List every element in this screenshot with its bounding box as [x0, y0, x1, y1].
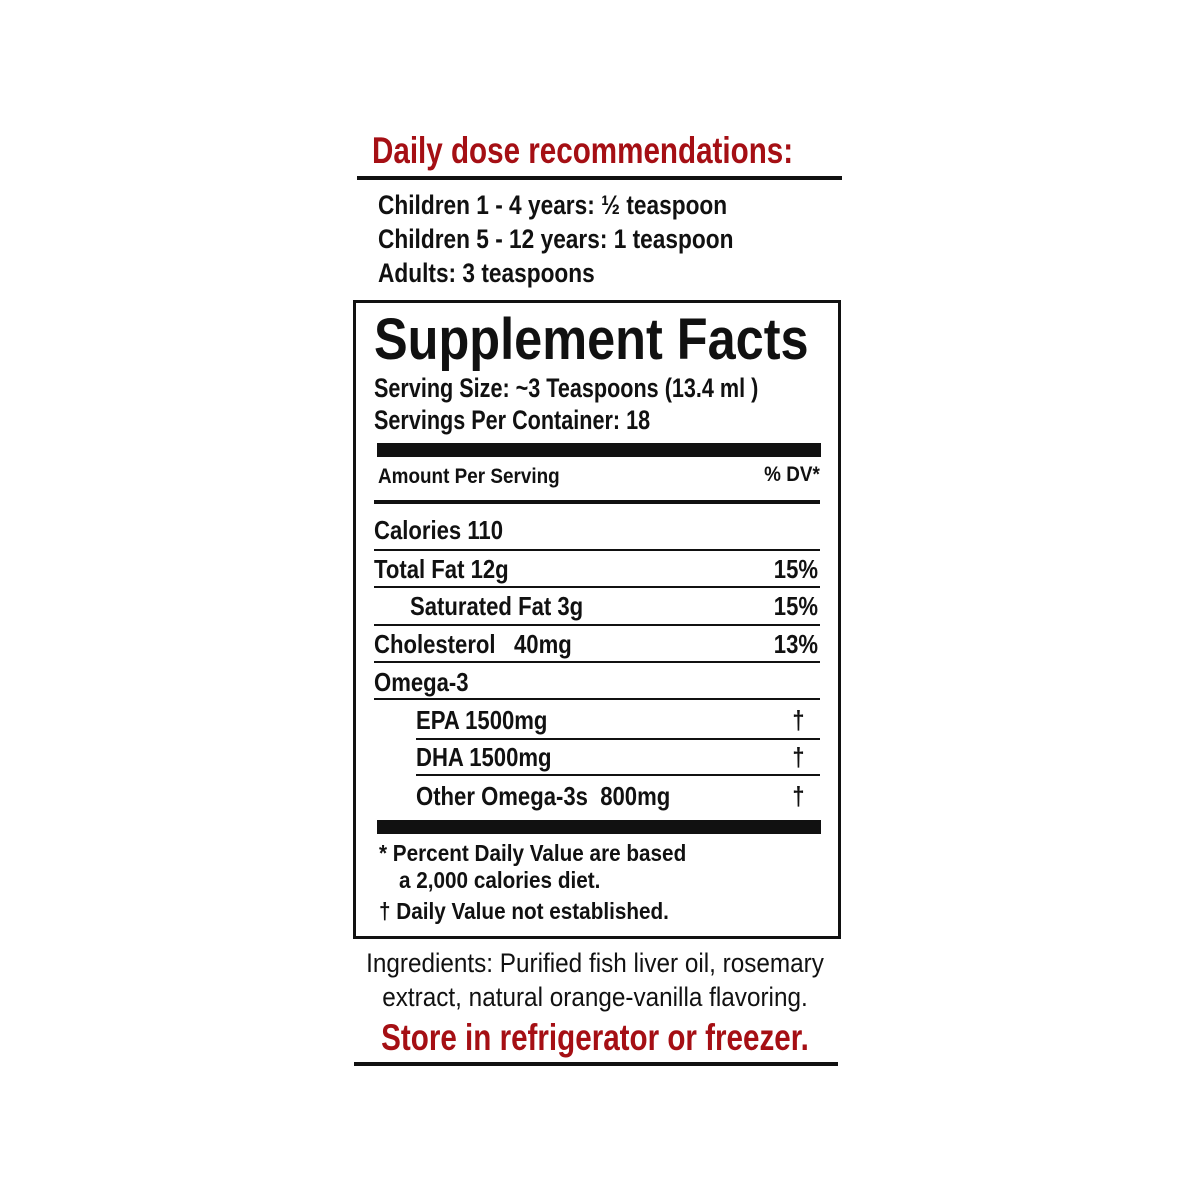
- serving-size: Serving Size: ~3 Teaspoons (13.4 ml ): [374, 373, 759, 403]
- nutrient-dv: †: [791, 742, 804, 772]
- divider: [374, 698, 820, 700]
- facts-title: Supplement Facts: [374, 307, 809, 372]
- ingredients-line: extract, natural orange-vanilla flavorin…: [382, 982, 808, 1012]
- servings-per-container: Servings Per Container: 18: [374, 405, 651, 435]
- nutrient-label: Total Fat 12g: [374, 554, 509, 584]
- nutrient-label: Cholesterol 40mg: [374, 629, 572, 659]
- nutrient-label: Other Omega-3s 800mg: [416, 781, 671, 811]
- dose-title-underline: [357, 176, 842, 180]
- divider: [374, 549, 820, 551]
- divider: [374, 500, 820, 504]
- dose-title: Daily dose recommendations:: [372, 130, 794, 171]
- storage-instruction: Store in refrigerator or freezer.: [381, 1017, 809, 1058]
- nutrient-label: DHA 1500mg: [416, 742, 552, 772]
- amount-header: Amount Per Serving: [378, 465, 560, 488]
- divider: [416, 738, 820, 740]
- nutrient-dv: 15%: [773, 554, 818, 584]
- divider: [374, 661, 820, 663]
- dose-line: Children 1 - 4 years: ½ teaspoon: [378, 190, 728, 220]
- footnote-dv-cont: a 2,000 calories diet.: [399, 867, 601, 893]
- divider: [416, 774, 820, 776]
- dv-header: % DV*: [764, 463, 820, 486]
- calories: Calories 110: [374, 515, 504, 545]
- thick-divider: [377, 820, 821, 834]
- footnote-dv: * Percent Daily Value are based: [379, 840, 687, 866]
- dose-line: Adults: 3 teaspoons: [378, 258, 595, 288]
- nutrient-dv: †: [791, 705, 804, 735]
- nutrient-dv: 15%: [773, 591, 818, 621]
- nutrient-dv: †: [791, 781, 804, 811]
- divider: [374, 586, 820, 588]
- storage-underline: [354, 1062, 838, 1066]
- ingredients-line: Ingredients: Purified fish liver oil, ro…: [366, 948, 824, 978]
- nutrient-dv: 13%: [773, 629, 818, 659]
- supplement-facts-panel: [353, 300, 841, 939]
- nutrient-label: Saturated Fat 3g: [410, 591, 584, 621]
- nutrient-label: Omega-3: [374, 667, 469, 697]
- footnote-dagger: † Daily Value not established.: [379, 898, 669, 924]
- thick-divider: [377, 443, 821, 457]
- dose-line: Children 5 - 12 years: 1 teaspoon: [378, 224, 734, 254]
- divider: [374, 624, 820, 626]
- nutrient-label: EPA 1500mg: [416, 705, 548, 735]
